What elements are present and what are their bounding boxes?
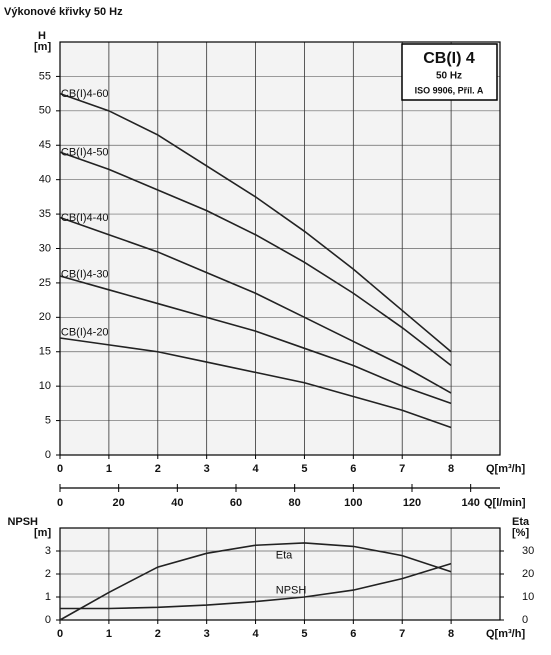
x2-tick-label: 60 — [230, 497, 242, 509]
y-tick-label: 0 — [45, 449, 51, 461]
x-axis-label: Q[m³/h] — [486, 628, 525, 640]
y-tick-label: 40 — [39, 174, 51, 186]
x2-tick-label: 40 — [171, 497, 183, 509]
chart-title: Výkonové křivky 50 Hz — [4, 6, 123, 18]
x-tick-label: 6 — [350, 463, 356, 475]
series-label: Eta — [276, 550, 293, 562]
x-tick-label: 3 — [204, 463, 210, 475]
x2-tick-label: 80 — [289, 497, 301, 509]
series-label: CB(I)4-50 — [61, 147, 109, 159]
series-label: CB(I)4-30 — [61, 269, 109, 281]
x-tick-label: 4 — [252, 628, 259, 640]
x2-axis-label: Q[l/min] — [484, 497, 526, 509]
y-tick-label: 45 — [39, 139, 51, 151]
y-tick-label: 3 — [45, 545, 51, 557]
x2-tick-label: 100 — [344, 497, 362, 509]
y2-tick-label: 20 — [522, 568, 534, 580]
series-line — [59, 92, 452, 353]
series-line — [59, 275, 452, 405]
x-tick-label: 3 — [204, 628, 210, 640]
x2-tick-label: 120 — [403, 497, 421, 509]
x-tick-label: 0 — [57, 628, 63, 640]
y-tick-label: 10 — [39, 380, 51, 392]
annotation: 50 Hz — [436, 71, 462, 82]
x-tick-label: 6 — [350, 628, 356, 640]
y-tick-label: 5 — [45, 414, 51, 426]
annotation: CB(I) 4 — [423, 50, 475, 67]
y-tick-label: 25 — [39, 277, 51, 289]
y-tick-label: 2 — [45, 568, 51, 580]
y-axis-label: NPSH — [7, 516, 38, 528]
y-axis-unit: [m] — [34, 527, 51, 539]
plot-frame — [59, 527, 501, 621]
x-tick-label: 1 — [106, 463, 112, 475]
series-line — [59, 542, 452, 621]
x-axis-label: Q[m³/h] — [486, 463, 525, 475]
y-tick-label: 30 — [39, 242, 51, 254]
y-tick-label: 20 — [39, 311, 51, 323]
series-line — [59, 151, 452, 367]
y-tick-label: 35 — [39, 208, 51, 220]
x-tick-label: 7 — [399, 628, 405, 640]
series-label: NPSH — [276, 584, 307, 596]
plot-frame — [59, 41, 501, 456]
y-tick-label: 0 — [45, 614, 51, 626]
y2-axis-label: Eta — [512, 516, 530, 528]
y-tick-label: 1 — [45, 591, 51, 603]
x-tick-label: 2 — [155, 463, 161, 475]
series-label: CB(I)4-20 — [61, 327, 109, 339]
y2-tick-label: 0 — [522, 614, 528, 626]
series-line — [60, 562, 452, 610]
x-tick-label: 0 — [57, 463, 63, 475]
x-tick-label: 5 — [301, 463, 307, 475]
x-tick-label: 8 — [448, 628, 454, 640]
x-tick-label: 4 — [252, 463, 259, 475]
y2-axis-unit: [%] — [512, 527, 529, 539]
x-tick-label: 7 — [399, 463, 405, 475]
x2-tick-label: 140 — [461, 497, 479, 509]
x-tick-label: 5 — [301, 628, 307, 640]
x-tick-label: 8 — [448, 463, 454, 475]
series-label: CB(I)4-60 — [61, 88, 109, 100]
x2-tick-label: 0 — [57, 497, 63, 509]
series-line — [59, 216, 452, 394]
y-axis-label: H — [38, 30, 46, 42]
x-tick-label: 2 — [155, 628, 161, 640]
x2-tick-label: 20 — [113, 497, 125, 509]
x-tick-label: 1 — [106, 628, 112, 640]
y-tick-label: 15 — [39, 346, 51, 358]
annotation-box — [401, 43, 498, 101]
y2-tick-label: 10 — [522, 591, 534, 603]
series-line — [59, 337, 452, 429]
y-axis-unit: [m] — [34, 41, 51, 53]
y2-tick-label: 30 — [522, 545, 534, 557]
annotation: ISO 9906, Příl. A — [415, 85, 484, 95]
series-label: CB(I)4-40 — [61, 212, 109, 224]
y-tick-label: 50 — [39, 105, 51, 117]
y-tick-label: 55 — [39, 70, 51, 82]
